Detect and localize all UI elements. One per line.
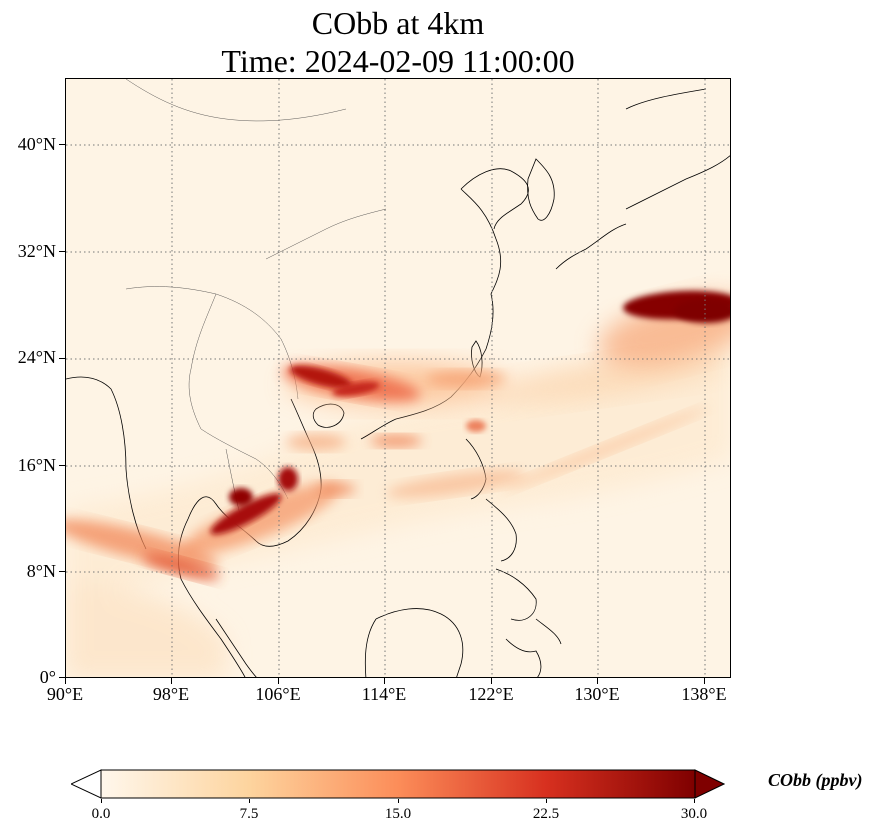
cb-tickmark — [249, 799, 250, 803]
cb-tickmark — [694, 799, 695, 803]
lon-tick-122e: 122°E — [468, 684, 514, 704]
title-line-1: CObb at 4km — [311, 5, 485, 41]
colorbar — [71, 769, 725, 799]
lat-tick-32n: 32°N — [17, 241, 56, 261]
colorbar-min-extend — [71, 769, 102, 799]
cb-tick-0: 0.0 — [91, 806, 111, 822]
bay-of-bengal-plume — [66, 519, 220, 580]
cb-tickmark — [101, 799, 102, 803]
south-china-plume — [282, 362, 506, 406]
cb-tick-22-5: 22.5 — [532, 806, 560, 822]
northern-pacific-plume — [598, 290, 730, 366]
lon-tick-114e: 114°E — [361, 684, 407, 704]
secondary-streaks — [286, 354, 725, 498]
lat-tickmark — [59, 677, 65, 678]
co-plumes — [66, 290, 730, 580]
cb-tick-30: 30.0 — [680, 806, 708, 822]
lat-tick-8n: 8°N — [26, 561, 56, 581]
cb-tick-15: 15.0 — [384, 806, 412, 822]
gridlines — [66, 79, 730, 677]
map-title: CObb at 4km Time: 2024-02-09 11:00:00 — [65, 4, 731, 80]
lat-tick-0: 0° — [39, 667, 56, 687]
cambodia-plume — [181, 467, 356, 555]
lon-tick-138e: 138°E — [681, 684, 727, 704]
cb-tickmark — [398, 799, 399, 803]
lon-tickmark — [384, 678, 385, 684]
lon-tick-90e: 90°E — [46, 684, 84, 704]
lat-tick-16n: 16°N — [17, 455, 56, 475]
cb-tick-7-5: 7.5 — [239, 806, 259, 822]
lat-tickmark — [59, 144, 65, 145]
lon-tick-130e: 130°E — [574, 684, 620, 704]
map-canvas — [66, 79, 730, 677]
lon-tickmark — [704, 678, 705, 684]
lat-tick-24n: 24°N — [17, 347, 56, 367]
lon-tickmark — [171, 678, 172, 684]
lat-tickmark — [59, 465, 65, 466]
lon-tickmark — [278, 678, 279, 684]
lat-tickmark — [59, 571, 65, 572]
cb-tickmark — [546, 799, 547, 803]
lon-tickmark — [65, 678, 66, 684]
colorbar-label: CObb (ppbv) — [768, 770, 863, 790]
lon-tick-106e: 106°E — [255, 684, 301, 704]
map-panel[interactable] — [65, 78, 731, 678]
lat-tick-40n: 40°N — [17, 134, 56, 154]
title-line-2: Time: 2024-02-09 11:00:00 — [221, 43, 575, 79]
colorbar-max-extend — [694, 769, 725, 799]
lon-tickmark — [491, 678, 492, 684]
lon-tickmark — [597, 678, 598, 684]
lat-tickmark — [59, 358, 65, 359]
lat-tickmark — [59, 251, 65, 252]
lon-tick-98e: 98°E — [152, 684, 190, 704]
colorbar-gradient — [100, 769, 696, 799]
